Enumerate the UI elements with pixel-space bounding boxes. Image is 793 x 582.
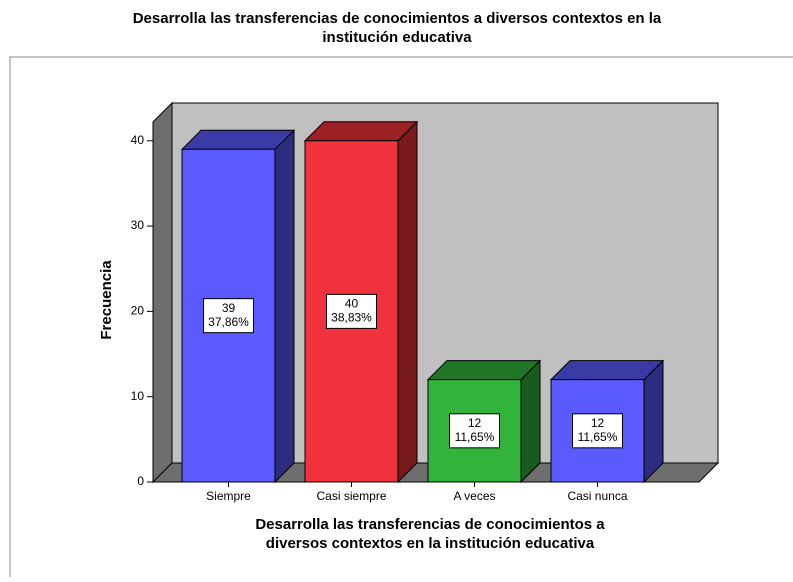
- data-label-count: 40: [345, 297, 359, 311]
- x-axis-title: Desarrolla las transferencias de conocim…: [255, 516, 605, 533]
- data-label-count: 12: [591, 416, 605, 430]
- chart-title: Desarrolla las transferencias de conocim…: [133, 10, 662, 27]
- bar-side: [643, 359, 664, 484]
- data-label-box: [326, 293, 377, 329]
- bar-top: [426, 360, 542, 381]
- x-tick-label: Casi nunca: [567, 489, 627, 503]
- frame: [9, 56, 793, 577]
- data-label-percent: 11,65%: [455, 430, 495, 444]
- data-label-box: [572, 413, 623, 449]
- data-label-percent: 11,65%: [578, 430, 618, 444]
- data-label-count: 39: [222, 301, 236, 315]
- y-tick-label: 20: [131, 304, 145, 318]
- bar-top: [549, 360, 665, 381]
- data-label-percent: 38,83%: [331, 311, 372, 325]
- data-label-count: 12: [468, 416, 482, 430]
- bar-top: [180, 129, 296, 150]
- y-tick-label: 0: [137, 474, 144, 488]
- y-tick-label: 10: [131, 389, 145, 403]
- bar-side: [397, 120, 418, 484]
- x-axis-title-line2: diversos contextos en la institución edu…: [266, 535, 595, 552]
- bar-side: [274, 129, 295, 484]
- y-tick-label: 30: [131, 218, 145, 232]
- x-tick-label: Siempre: [206, 489, 251, 503]
- y-axis-title: Frecuencia: [98, 260, 115, 340]
- bar-top: [303, 121, 419, 142]
- data-label-box: [203, 298, 254, 334]
- x-tick-label: A veces: [453, 489, 495, 503]
- x-tick-label: Casi siempre: [316, 489, 386, 503]
- data-label-box: [449, 413, 500, 449]
- y-tick-label: 40: [131, 133, 145, 147]
- data-label-percent: 37,86%: [208, 315, 249, 329]
- bar-side: [520, 359, 541, 484]
- chart-title-line2: institución educativa: [322, 29, 472, 46]
- side-wall: [152, 101, 173, 484]
